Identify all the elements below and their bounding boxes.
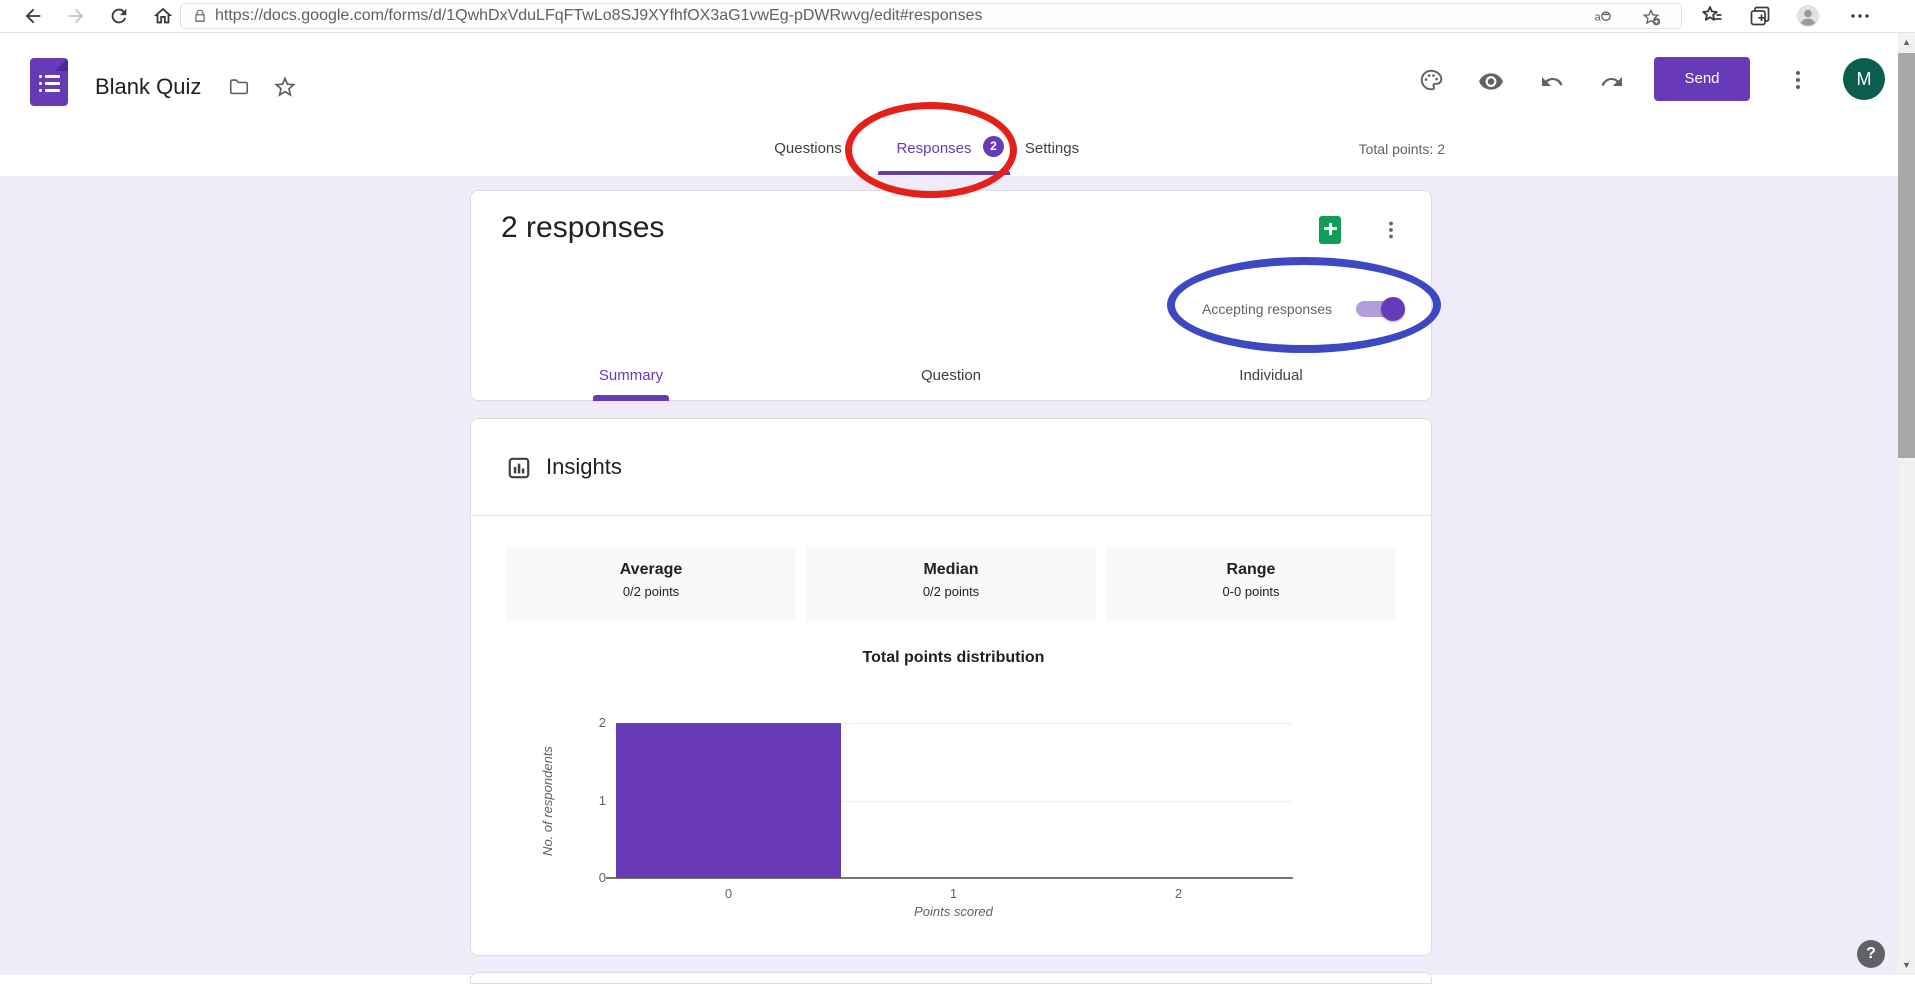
active-tab-underline bbox=[878, 171, 1010, 175]
theme-palette-icon[interactable] bbox=[1418, 67, 1443, 91]
insights-chart-icon bbox=[506, 455, 532, 481]
active-subtab-underline bbox=[593, 395, 669, 401]
tab-settings[interactable]: Settings bbox=[1024, 140, 1080, 157]
responses-count-badge: 2 bbox=[983, 136, 1004, 157]
home-icon[interactable] bbox=[152, 5, 174, 27]
svg-text:a: a bbox=[1595, 11, 1602, 23]
x-tick-label: 1 bbox=[949, 886, 958, 901]
stat-value: 0/2 points bbox=[622, 584, 680, 599]
url-text: https://docs.google.com/forms/d/1QwhDxVd… bbox=[215, 7, 983, 24]
tab-questions[interactable]: Questions bbox=[774, 140, 842, 157]
toggle-knob bbox=[1381, 297, 1405, 321]
move-folder-icon[interactable] bbox=[228, 76, 252, 100]
x-axis-title: Points scored bbox=[914, 904, 993, 919]
add-favorite-icon[interactable] bbox=[1641, 7, 1661, 27]
document-title[interactable]: Blank Quiz bbox=[95, 74, 202, 99]
forward-icon[interactable] bbox=[65, 5, 87, 27]
translate-icon[interactable]: a bbox=[1593, 7, 1613, 27]
gridline bbox=[616, 723, 1291, 724]
divider bbox=[471, 515, 1431, 516]
stat-range: Range 0-0 points bbox=[1106, 547, 1396, 621]
stat-value: 0-0 points bbox=[1222, 584, 1280, 599]
star-icon[interactable] bbox=[272, 74, 296, 98]
collections-icon[interactable] bbox=[1748, 4, 1772, 28]
refresh-icon[interactable] bbox=[108, 5, 130, 27]
responses-card: 2 responses Accepting responses Summary … bbox=[470, 190, 1432, 401]
stat-value: 0/2 points bbox=[922, 584, 980, 599]
gridline bbox=[616, 800, 1291, 802]
stat-median: Median 0/2 points bbox=[806, 547, 1096, 621]
tab-responses[interactable]: Responses bbox=[896, 140, 972, 157]
insights-card: Insights Average 0/2 points Median 0/2 p… bbox=[470, 418, 1432, 956]
back-icon[interactable] bbox=[22, 5, 44, 27]
subtab-summary[interactable]: Summary bbox=[598, 367, 664, 384]
address-bar[interactable]: https://docs.google.com/forms/d/1QwhDxVd… bbox=[180, 3, 1682, 29]
redo-icon[interactable] bbox=[1600, 70, 1624, 94]
stat-label: Range bbox=[1226, 561, 1276, 578]
y-tick-label: 0 bbox=[598, 870, 606, 885]
header-more-icon[interactable] bbox=[1786, 68, 1810, 92]
accepting-responses-label: Accepting responses bbox=[1202, 301, 1332, 317]
responses-more-icon[interactable] bbox=[1379, 218, 1403, 242]
stat-label: Median bbox=[923, 561, 979, 578]
forms-logo-icon[interactable] bbox=[30, 58, 68, 106]
insights-title: Insights bbox=[546, 454, 622, 479]
help-button[interactable]: ? bbox=[1857, 940, 1885, 968]
scrollbar-thumb[interactable] bbox=[1898, 53, 1915, 458]
y-tick-label: 2 bbox=[598, 715, 606, 730]
browser-menu-icon[interactable] bbox=[1848, 4, 1872, 28]
stat-average: Average 0/2 points bbox=[506, 547, 796, 621]
send-button[interactable]: Send bbox=[1654, 57, 1750, 101]
preview-eye-icon[interactable] bbox=[1478, 68, 1503, 92]
scroll-up-icon[interactable]: ▲ bbox=[1902, 37, 1911, 47]
accepting-responses-toggle[interactable] bbox=[1356, 297, 1405, 321]
browser-profile-icon[interactable] bbox=[1796, 4, 1820, 28]
chart-title: Total points distribution bbox=[862, 649, 1045, 666]
main-content: 2 responses Accepting responses Summary … bbox=[0, 176, 1915, 984]
next-card-partial bbox=[470, 972, 1432, 984]
subtab-question[interactable]: Question bbox=[920, 367, 982, 384]
points-distribution-chart: 0 1 2 0 1 2 bbox=[599, 715, 1293, 901]
account-avatar[interactable]: M bbox=[1843, 58, 1885, 100]
undo-icon[interactable] bbox=[1540, 70, 1564, 94]
scroll-down-icon[interactable]: ▼ bbox=[1902, 960, 1911, 970]
favorites-bar-icon[interactable] bbox=[1700, 4, 1724, 28]
scrollbar[interactable]: ▲ ▼ bbox=[1898, 33, 1915, 975]
total-points-label: Total points: 2 bbox=[1358, 141, 1445, 157]
x-tick-label: 2 bbox=[1174, 886, 1183, 901]
subtab-individual[interactable]: Individual bbox=[1239, 367, 1303, 384]
x-axis-line bbox=[606, 877, 1293, 879]
y-axis-title: No. of respondents bbox=[540, 746, 555, 856]
stat-label: Average bbox=[619, 561, 683, 578]
bar-points-0 bbox=[616, 723, 841, 878]
view-in-sheets-icon[interactable] bbox=[1318, 216, 1342, 244]
responses-count-title: 2 responses bbox=[501, 211, 665, 244]
y-tick-label: 1 bbox=[598, 792, 606, 808]
lock-icon bbox=[193, 9, 207, 23]
browser-toolbar: https://docs.google.com/forms/d/1QwhDxVd… bbox=[0, 0, 1915, 33]
forms-header: Blank Quiz Send M Questions Responses 2 … bbox=[0, 33, 1915, 176]
x-tick-label: 0 bbox=[724, 886, 733, 901]
